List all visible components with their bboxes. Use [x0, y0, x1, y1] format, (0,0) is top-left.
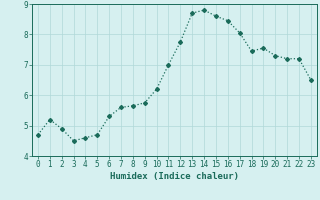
- X-axis label: Humidex (Indice chaleur): Humidex (Indice chaleur): [110, 172, 239, 181]
